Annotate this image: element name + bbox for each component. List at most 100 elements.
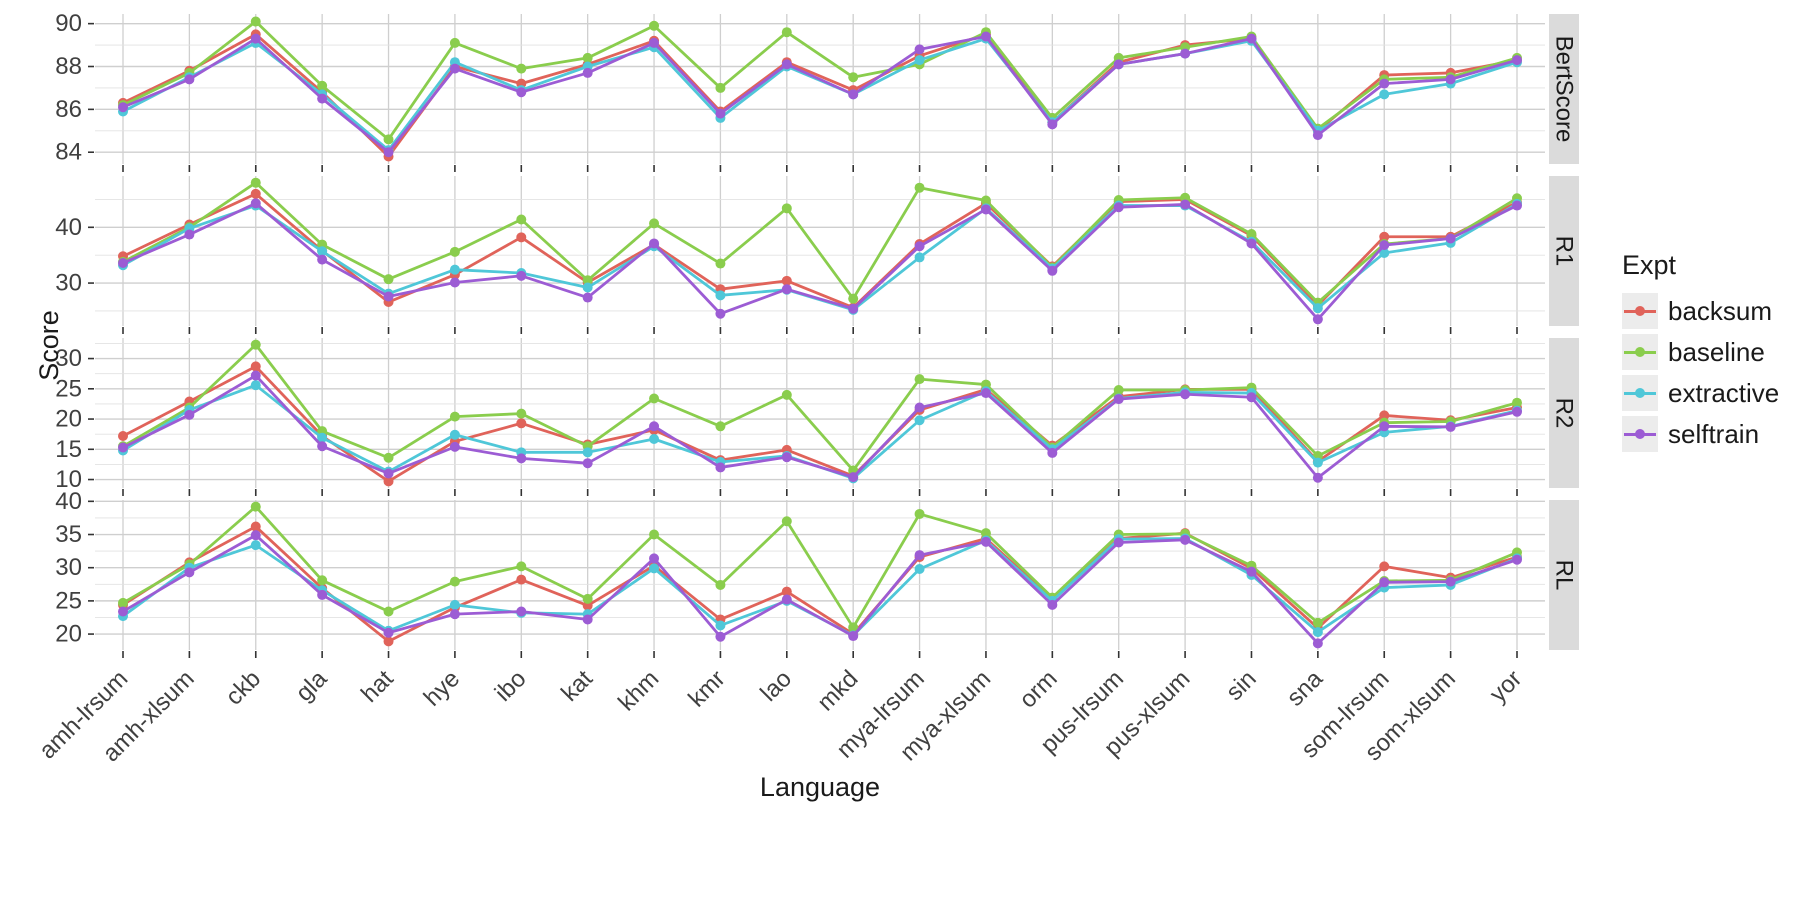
data-point-baseline bbox=[914, 182, 925, 193]
data-point-baseline bbox=[250, 16, 261, 27]
data-point-baseline bbox=[516, 63, 527, 74]
legend-key-icon bbox=[1622, 293, 1658, 329]
y-tick-label: 20 bbox=[55, 406, 82, 433]
data-point-backsum bbox=[516, 574, 527, 585]
data-point-selftrain bbox=[383, 468, 394, 479]
data-point-selftrain bbox=[1512, 55, 1522, 66]
data-point-backsum bbox=[118, 430, 128, 441]
data-point-baseline bbox=[118, 597, 128, 608]
data-point-selftrain bbox=[184, 74, 195, 85]
data-point-baseline bbox=[582, 593, 593, 604]
data-point-baseline bbox=[914, 508, 925, 519]
data-point-selftrain bbox=[582, 67, 593, 78]
data-point-selftrain bbox=[1445, 74, 1456, 85]
y-tick-label: 86 bbox=[55, 96, 82, 123]
series-line-selftrain bbox=[122, 533, 1518, 645]
data-point-extractive bbox=[449, 264, 460, 275]
data-point-selftrain bbox=[118, 606, 128, 617]
data-point-extractive bbox=[582, 447, 593, 458]
legend-label: extractive bbox=[1668, 377, 1780, 408]
data-point-baseline bbox=[649, 393, 660, 404]
legend-item-selftrain: selftrain bbox=[1622, 416, 1779, 452]
legend-title: Expt bbox=[1622, 250, 1677, 280]
data-point-extractive bbox=[582, 282, 593, 293]
data-point-backsum bbox=[516, 232, 527, 243]
data-point-selftrain bbox=[914, 402, 925, 413]
data-point-baseline bbox=[980, 195, 991, 206]
data-point-extractive bbox=[649, 434, 660, 445]
data-point-selftrain bbox=[715, 631, 726, 642]
data-point-extractive bbox=[649, 563, 660, 574]
data-point-selftrain bbox=[250, 370, 261, 381]
data-point-backsum bbox=[250, 188, 261, 199]
data-point-baseline bbox=[449, 576, 460, 587]
data-point-baseline bbox=[1312, 617, 1323, 628]
data-point-baseline bbox=[449, 37, 460, 48]
data-point-extractive bbox=[250, 540, 261, 551]
facet-strip-RL bbox=[1549, 500, 1579, 650]
data-point-extractive bbox=[317, 432, 328, 443]
data-point-baseline bbox=[1512, 397, 1522, 408]
facet-strip-label: R1 bbox=[1551, 236, 1578, 267]
data-point-selftrain bbox=[1113, 59, 1124, 70]
data-point-selftrain bbox=[516, 453, 527, 464]
data-point-baseline bbox=[449, 411, 460, 422]
data-point-selftrain bbox=[449, 277, 460, 288]
data-point-backsum bbox=[383, 636, 394, 647]
data-point-baseline bbox=[582, 52, 593, 63]
data-point-baseline bbox=[781, 203, 792, 214]
data-point-backsum bbox=[1379, 410, 1390, 421]
legend-item-extractive: extractive bbox=[1622, 375, 1779, 411]
data-point-selftrain bbox=[1047, 599, 1058, 610]
data-point-baseline bbox=[317, 575, 328, 586]
facet-strip-label: BertScore bbox=[1551, 36, 1578, 143]
data-point-selftrain bbox=[449, 441, 460, 452]
data-point-selftrain bbox=[715, 308, 726, 319]
data-point-selftrain bbox=[1512, 200, 1522, 211]
facet-strip-R1 bbox=[1549, 176, 1579, 326]
y-tick-label: 84 bbox=[55, 139, 82, 166]
data-point-selftrain bbox=[649, 37, 660, 48]
y-tick-label: 20 bbox=[55, 621, 82, 648]
y-tick-label: 30 bbox=[55, 270, 82, 297]
data-point-selftrain bbox=[1512, 406, 1522, 417]
data-point-selftrain bbox=[118, 257, 128, 268]
x-tick-label-hat: hat bbox=[356, 665, 399, 708]
data-point-selftrain bbox=[980, 388, 991, 399]
data-point-selftrain bbox=[1379, 421, 1390, 432]
data-point-baseline bbox=[781, 27, 792, 38]
data-point-selftrain bbox=[1047, 119, 1058, 130]
data-point-selftrain bbox=[1379, 78, 1390, 89]
x-tick-label-hye: hye bbox=[419, 665, 465, 711]
data-point-extractive bbox=[1379, 247, 1390, 258]
data-point-backsum bbox=[781, 586, 792, 597]
y-tick-label: 25 bbox=[55, 375, 82, 402]
data-point-selftrain bbox=[317, 441, 328, 452]
data-point-baseline bbox=[383, 274, 394, 285]
data-point-baseline bbox=[980, 528, 991, 539]
data-point-selftrain bbox=[582, 292, 593, 303]
y-axis-title: Score bbox=[33, 310, 64, 381]
data-point-selftrain bbox=[1445, 576, 1456, 587]
data-point-selftrain bbox=[781, 59, 792, 70]
data-point-selftrain bbox=[383, 147, 394, 158]
data-point-selftrain bbox=[516, 606, 527, 617]
data-point-extractive bbox=[914, 415, 925, 426]
y-tick-label: 25 bbox=[55, 587, 82, 614]
data-point-selftrain bbox=[1047, 265, 1058, 276]
data-point-baseline bbox=[715, 579, 726, 590]
data-point-baseline bbox=[383, 134, 394, 145]
data-point-selftrain bbox=[1047, 447, 1058, 458]
x-tick-label-yor: yor bbox=[1485, 665, 1528, 708]
legend-label: baseline bbox=[1668, 336, 1765, 367]
x-tick-label-mkd: mkd bbox=[812, 665, 863, 716]
y-tick-label: 88 bbox=[55, 53, 82, 80]
x-axis-title: Language bbox=[759, 772, 881, 802]
data-point-selftrain bbox=[848, 472, 859, 483]
data-point-selftrain bbox=[1246, 238, 1257, 249]
y-tick-label: 15 bbox=[55, 436, 82, 463]
data-point-selftrain bbox=[781, 284, 792, 295]
data-point-selftrain bbox=[516, 87, 527, 98]
